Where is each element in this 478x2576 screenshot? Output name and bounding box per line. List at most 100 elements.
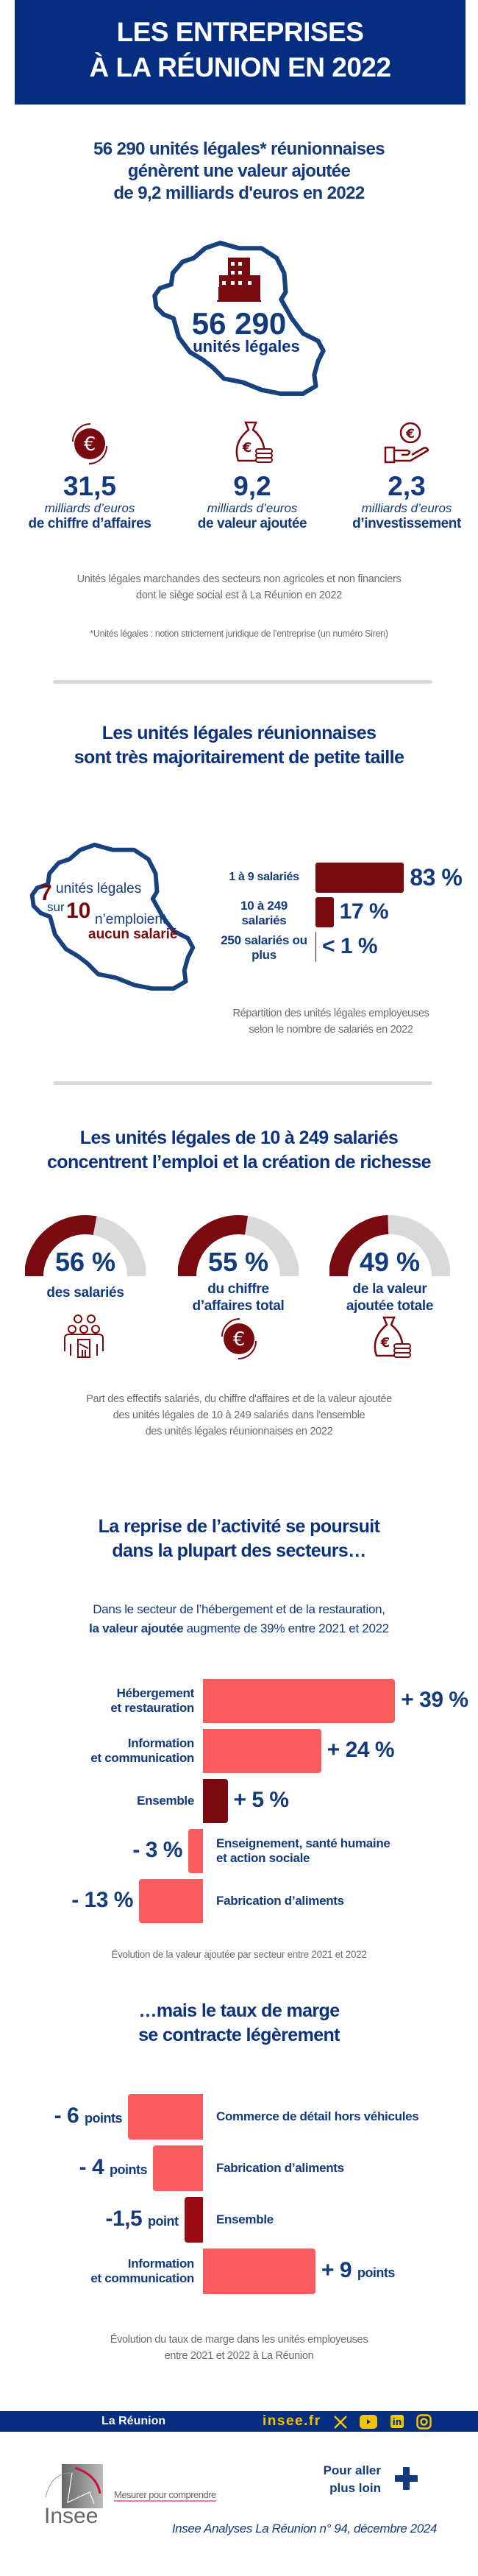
section-divider — [53, 680, 432, 684]
svg-text:€: € — [84, 434, 96, 456]
insee-logo-mark — [45, 2464, 103, 2508]
title-line-2: À LA RÉUNION EN 2022 — [89, 52, 391, 82]
ten-number: 10 — [66, 899, 91, 923]
kpi-investissement: € 2,3 milliards d’euros d’investissement — [333, 420, 478, 532]
intro-headline-line: génèrent une valeur ajoutée — [127, 161, 351, 181]
concentration-caption: Part des effectifs salariés, du chiffre … — [0, 1391, 478, 1440]
bar-label: Fabrication d’aliments — [216, 2161, 459, 2176]
insee-tagline: Mesurer pour comprendre — [114, 2489, 216, 2502]
reprise-title: La reprise de l’activité se poursuit dan… — [0, 1515, 478, 1563]
title-line: dans la plupart des secteurs… — [112, 1540, 366, 1561]
gauge-label: des salariés — [10, 1284, 160, 1301]
svg-text:€: € — [233, 1328, 246, 1351]
title-line: sont très majoritairement de petite tail… — [74, 747, 404, 768]
unites-text: unités légales — [56, 881, 142, 896]
size-bar-label: 1 à 9 salariés — [229, 871, 299, 883]
caption-line: selon le nombre de salariés en 2022 — [249, 1024, 413, 1036]
bar-label: Fabrication d’aliments — [216, 1894, 459, 1908]
bar-label: Information et communication — [29, 2257, 194, 2286]
svg-text:€: € — [405, 427, 415, 442]
title-line: se contracte légèrement — [138, 2025, 340, 2045]
caption-line: Part des effectifs salariés, du chiffre … — [86, 1393, 392, 1405]
insee-logo-text: Insee — [44, 2504, 99, 2528]
gauge-label-line: d’affaires total — [192, 1298, 285, 1314]
euro-cycle-icon: € — [72, 423, 107, 464]
subtitle-rest: augmente de 39% entre 2021 et 2022 — [183, 1621, 390, 1635]
bar-value-unit: point — [148, 2214, 179, 2229]
gauge-label-line: des salariés — [46, 1285, 124, 1301]
footer-band: La Réunion insee.fr in — [0, 2411, 478, 2432]
bar-value: - 3 % — [132, 1838, 182, 1862]
kpi-value: 31,5 — [63, 471, 116, 501]
bar-value: + 39 % — [401, 1688, 468, 1712]
euro-cycle-icon: € — [216, 1314, 263, 1362]
bar-label-line: et action sociale — [216, 1851, 310, 1865]
kpi-label: de valeur ajoutée — [197, 516, 307, 531]
bar-label-line: Commerce de détail hors véhicules — [216, 2109, 419, 2123]
bar-label-line: Hébergement — [116, 1686, 195, 1700]
svg-text:€: € — [380, 1335, 390, 1351]
sur-text: sur — [47, 900, 65, 914]
svg-text:in: in — [393, 2417, 402, 2427]
money-bag-icon: € — [235, 421, 273, 463]
size-bar — [315, 863, 404, 893]
bar — [184, 2197, 203, 2243]
title-line: Les unités légales de 10 à 249 salariés — [79, 1128, 399, 1148]
size-bar-value: 83 % — [410, 864, 463, 891]
bar-label-line: Fabrication d’aliments — [216, 2161, 344, 2175]
bar-label: Information et communication — [29, 1736, 194, 1766]
footer-region: La Réunion — [101, 2415, 166, 2427]
kpi-label: d’investissement — [352, 516, 461, 531]
bar-value: + 5 % — [233, 1788, 290, 1812]
bar — [188, 1829, 203, 1873]
caption-line: entre 2021 et 2022 à La Réunion — [164, 2350, 314, 2362]
bar-value-unit: points — [85, 2111, 123, 2126]
gauge-fill — [25, 1214, 97, 1277]
kpi-unit: milliards d’euros — [361, 501, 452, 515]
map-statement: 7 unités légales sur 10 n’emploient aucu… — [40, 880, 201, 946]
intro-note: Unités légales marchandes des secteurs n… — [0, 571, 478, 604]
intro-footnote: *Unités légales : notion strictement jur… — [90, 629, 388, 639]
linkedin-icon[interactable]: in — [390, 2415, 404, 2428]
bar-value-number: - 6 — [54, 2103, 85, 2128]
bar-label: Commerce de détail hors véhicules — [216, 2109, 459, 2124]
bar-label-line: Information — [127, 2257, 195, 2271]
insee-link[interactable]: insee.fr — [263, 2413, 321, 2429]
caption-line: Évolution du taux de marge dans les unit… — [110, 2334, 368, 2346]
caption-line: Répartition des unités légales employeus… — [232, 1008, 429, 1019]
subtitle-line: la valeur ajoutée augmente de 39% entre … — [0, 1619, 478, 1638]
plus-icon[interactable] — [395, 2467, 418, 2490]
gauge-fill — [178, 1215, 249, 1277]
title-line: La reprise de l’activité se poursuit — [98, 1516, 380, 1537]
size-bar-label: 10 à 249 salariés — [240, 899, 288, 927]
gauge-label: du chiffre d’affaires total — [163, 1281, 313, 1314]
kpi-value: 2,3 — [388, 471, 426, 501]
gauge-label: de la valeur ajoutée totale — [315, 1281, 465, 1314]
emploient-text: n’emploient — [95, 912, 167, 927]
size-bar-label: 250 salariés ou plus — [221, 933, 307, 962]
x-icon[interactable] — [333, 2415, 348, 2430]
more-line: Pour aller — [323, 2463, 381, 2477]
bar-label-line: Ensemble — [137, 1794, 194, 1808]
bar — [203, 1779, 228, 1823]
bar — [203, 1679, 396, 1723]
bar-label-line: Information — [127, 1736, 195, 1750]
bar-label-line: et communication — [90, 1751, 194, 1765]
bar-value-unit: points — [110, 2162, 148, 2177]
reprise-subtitle: Dans le secteur de l’hébergement et de l… — [0, 1600, 478, 1638]
youtube-icon[interactable] — [360, 2415, 377, 2429]
intro-headline-line: de 9,2 milliards d'euros en 2022 — [113, 183, 365, 203]
bar — [138, 1879, 203, 1923]
bar — [203, 1729, 321, 1773]
bar-value-number: -1,5 — [105, 2207, 149, 2231]
instagram-icon[interactable] — [416, 2414, 432, 2430]
more-link[interactable]: Pour aller plus loin — [294, 2462, 381, 2497]
gauge — [25, 1214, 146, 1277]
reunion-map-outline-small — [29, 842, 196, 991]
marge-caption: Évolution du taux de marge dans les unit… — [0, 2332, 478, 2364]
bar-value: -1,5 point — [105, 2207, 179, 2234]
more-line: plus loin — [329, 2481, 381, 2495]
concentration-title: Les unités légales de 10 à 249 salariés … — [0, 1126, 478, 1175]
money-bag-icon: € — [368, 1314, 415, 1362]
size-caption: Répartition des unités légales employeus… — [154, 1005, 478, 1038]
